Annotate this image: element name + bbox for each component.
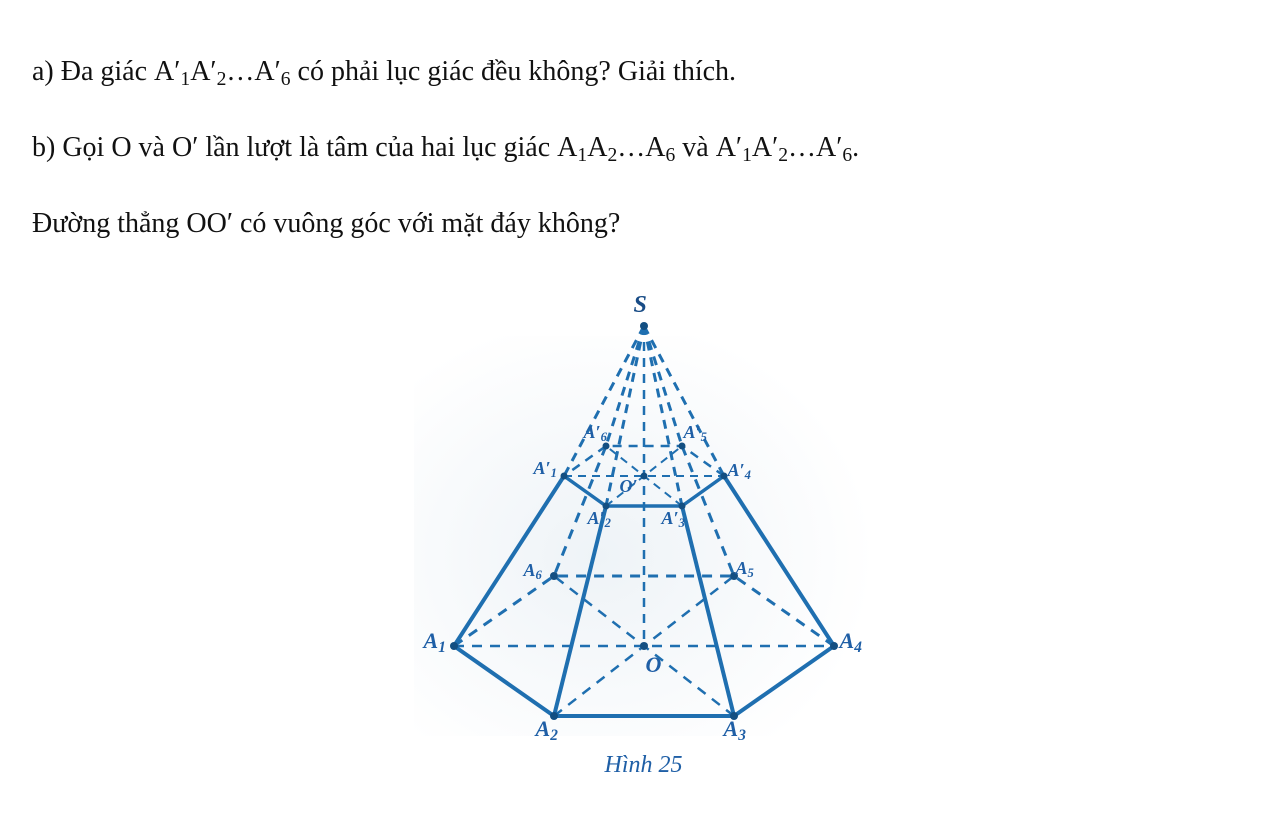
qa-prefix: a) Đa giác xyxy=(32,56,154,87)
page: a) Đa giác A′1A′2…A′6 có phải lục giác đ… xyxy=(0,0,1287,779)
label-A5: A5 xyxy=(736,558,754,581)
qb-mid: và xyxy=(682,132,715,163)
question-b-line2: Đường thẳng OO′ có vuông góc với mặt đáy… xyxy=(32,200,1255,248)
label-A3: A3 xyxy=(724,716,746,745)
question-b-line1: b) Gọi O và O′ lần lượt là tâm của hai l… xyxy=(32,124,1255,172)
label-A6p: A′6 xyxy=(584,422,607,445)
question-a: a) Đa giác A′1A′2…A′6 có phải lục giác đ… xyxy=(32,48,1255,96)
qa-expression: A′1A′2…A′6 xyxy=(154,56,290,87)
label-A1: A1 xyxy=(424,628,446,657)
label-A2: A2 xyxy=(536,716,558,745)
label-A4p: A′4 xyxy=(728,460,751,483)
label-S: S xyxy=(634,292,647,319)
label-Op: O′ xyxy=(620,476,638,497)
label-A3p: A′3 xyxy=(662,508,685,531)
qb-expr2: A′1A′2…A′6. xyxy=(716,132,859,163)
label-A2p: A′2 xyxy=(588,508,611,531)
qb-expr1: A1A2…A6 xyxy=(557,132,675,163)
label-O: O xyxy=(646,652,662,678)
label-A1p: A′1 xyxy=(534,458,557,481)
figure-hexagonal-pyramid: S A1 A2 A3 A4 A5 A6 O A′1 A′2 A′3 A′4 A′… xyxy=(384,276,904,746)
label-A5p: A′5 xyxy=(684,422,707,445)
figure-caption: Hình 25 xyxy=(605,752,683,779)
label-A6: A6 xyxy=(524,560,542,583)
pyramid-svg xyxy=(384,276,904,746)
qb-prefix: b) Gọi O và O′ lần lượt là tâm của hai l… xyxy=(32,132,557,163)
figure-wrap: S A1 A2 A3 A4 A5 A6 O A′1 A′2 A′3 A′4 A′… xyxy=(32,276,1255,779)
label-A4: A4 xyxy=(840,628,862,657)
qa-suffix: có phải lục giác đều không? Giải thích. xyxy=(298,56,737,87)
